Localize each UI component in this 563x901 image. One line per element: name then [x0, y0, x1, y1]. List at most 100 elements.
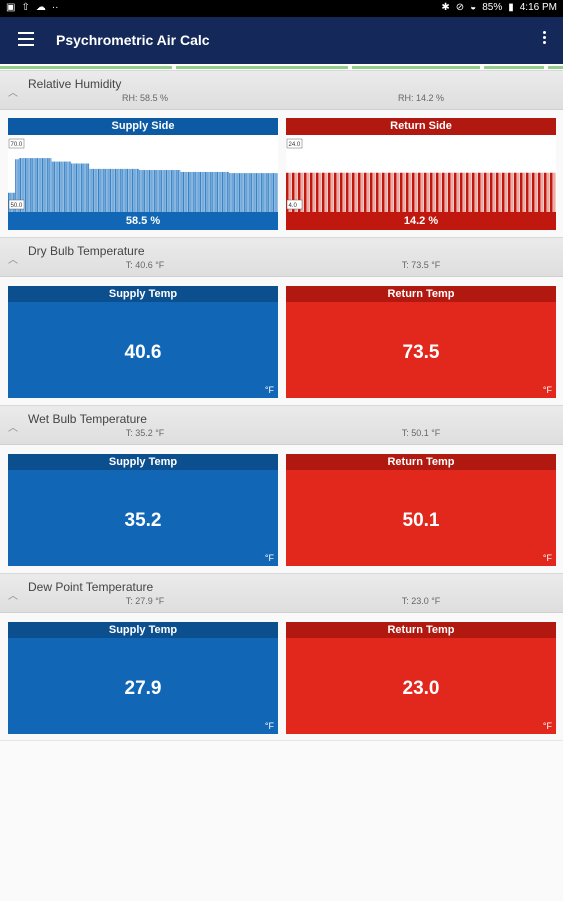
- chart-bar: [42, 158, 43, 212]
- chart-bar: [51, 161, 53, 212]
- chart-bar: [418, 172, 421, 212]
- chart-bar: [273, 173, 274, 212]
- chart-bar: [252, 173, 254, 212]
- chart-bar: [346, 172, 349, 212]
- chart-bar: [220, 171, 222, 212]
- chart-bar: [233, 173, 234, 212]
- dew-point-return-panel[interactable]: Return Temp 23.0 °F: [286, 622, 556, 734]
- panel-title: Supply Temp: [8, 454, 278, 470]
- chart-bar: [499, 172, 502, 212]
- supply-side-chart-panel[interactable]: Supply Side 70.0 50.0 58.5 %: [8, 118, 278, 230]
- panel-title: Return Temp: [286, 454, 556, 470]
- chart-bar: [39, 158, 41, 212]
- chevron-up-icon[interactable]: ︿: [8, 88, 18, 99]
- chart-bar: [412, 172, 415, 212]
- chart-bar: [186, 171, 188, 212]
- chart-bar: [113, 168, 115, 212]
- chart-bar: [105, 168, 107, 212]
- return-side-chart-panel[interactable]: Return Side 24.0 4.0 14.2 %: [286, 118, 556, 230]
- chart-bar: [156, 170, 158, 212]
- chart-bar: [151, 170, 153, 212]
- chart-bar: [196, 171, 198, 212]
- chart-bar: [197, 171, 199, 212]
- overflow-menu-icon[interactable]: [543, 31, 547, 46]
- chart-bar: [115, 168, 116, 212]
- svg-text:50.0: 50.0: [11, 203, 23, 209]
- unit-label: °F: [264, 721, 274, 731]
- chart-bar: [125, 168, 127, 212]
- chart-bar: [247, 173, 249, 212]
- chart-bar: [207, 171, 209, 212]
- dry-bulb-supply-panel[interactable]: Supply Temp 40.6 °F: [8, 286, 278, 398]
- chart-bar: [107, 168, 109, 212]
- chevron-up-icon[interactable]: ︿: [8, 591, 18, 602]
- section-label: Relative Humidity: [28, 77, 122, 91]
- chevron-up-icon[interactable]: ︿: [8, 423, 18, 434]
- chart-bar: [195, 171, 197, 212]
- chart-bar: [153, 170, 155, 212]
- section-header-dry-bulb[interactable]: ︿ Dry Bulb Temperature T: 40.6 °F T: 73.…: [0, 237, 563, 277]
- chart-bar: [245, 173, 246, 212]
- chart-bar: [40, 158, 42, 212]
- chart-bar: [143, 170, 144, 212]
- chart-bar: [229, 173, 231, 212]
- loading-progress: [0, 64, 563, 70]
- photo-icon: ▣: [6, 2, 16, 13]
- chart-bar: [173, 170, 175, 212]
- chart-bar: [202, 171, 204, 212]
- chart-bar: [49, 158, 51, 212]
- chart-bar: [175, 170, 177, 212]
- chart-bar: [135, 168, 137, 212]
- chart-bar: [169, 170, 171, 212]
- chart-bar: [269, 173, 271, 212]
- supply-rh-chart: 70.0 50.0: [8, 135, 278, 212]
- section-header-wet-bulb[interactable]: ︿ Wet Bulb Temperature T: 35.2 °F T: 50.…: [0, 405, 563, 445]
- chart-bar: [271, 173, 273, 212]
- wet-bulb-return-panel[interactable]: Return Temp 50.1 °F: [286, 454, 556, 566]
- panel-value: 27.9: [124, 678, 162, 699]
- chart-bar: [301, 172, 304, 212]
- chart-bar: [376, 172, 379, 212]
- chart-bar: [77, 163, 79, 212]
- chevron-up-icon[interactable]: ︿: [8, 255, 18, 266]
- chart-bar: [34, 158, 36, 212]
- dew-point-supply-panel[interactable]: Supply Temp 27.9 °F: [8, 622, 278, 734]
- chart-bar: [167, 170, 169, 212]
- chart-bar: [180, 171, 182, 212]
- chart-bar: [214, 171, 216, 212]
- chart-bar: [174, 170, 176, 212]
- chart-bar: [397, 172, 400, 212]
- chart-bar: [31, 158, 32, 212]
- chart-bar: [108, 168, 110, 212]
- chart-bar: [183, 171, 184, 212]
- chart-bar: [170, 170, 172, 212]
- chart-bar: [100, 168, 102, 212]
- chart-bar: [460, 172, 463, 212]
- chart-bar: [448, 172, 451, 212]
- chart-bar: [223, 171, 225, 212]
- menu-icon[interactable]: [18, 32, 34, 46]
- chart-bar: [130, 168, 132, 212]
- panel-title: Supply Temp: [8, 622, 278, 638]
- chart-bar: [343, 172, 346, 212]
- chart-bar: [219, 171, 221, 212]
- chart-bar: [189, 171, 191, 212]
- section-header-dew-point[interactable]: ︿ Dew Point Temperature T: 27.9 °F T: 23…: [0, 573, 563, 613]
- chart-bar: [162, 170, 164, 212]
- chart-bar: [27, 158, 29, 212]
- chart-bar: [239, 173, 240, 212]
- chart-bar: [228, 171, 229, 212]
- section-header-relative-humidity[interactable]: ︿ Relative Humidity RH: 58.5 % RH: 14.2 …: [0, 70, 563, 110]
- chart-bar: [304, 172, 307, 212]
- chart-bar: [33, 158, 35, 212]
- upload-icon: ⇧: [21, 2, 30, 13]
- chart-bar: [98, 168, 99, 212]
- chart-bar: [88, 163, 90, 212]
- dry-bulb-return-panel[interactable]: Return Temp 73.5 °F: [286, 286, 556, 398]
- return-summary: T: 73.5 °F: [401, 260, 441, 270]
- chart-bar: [35, 158, 37, 212]
- chart-bar: [240, 173, 242, 212]
- wet-bulb-supply-panel[interactable]: Supply Temp 35.2 °F: [8, 454, 278, 566]
- chart-bar: [358, 172, 361, 212]
- chart-bar: [520, 172, 523, 212]
